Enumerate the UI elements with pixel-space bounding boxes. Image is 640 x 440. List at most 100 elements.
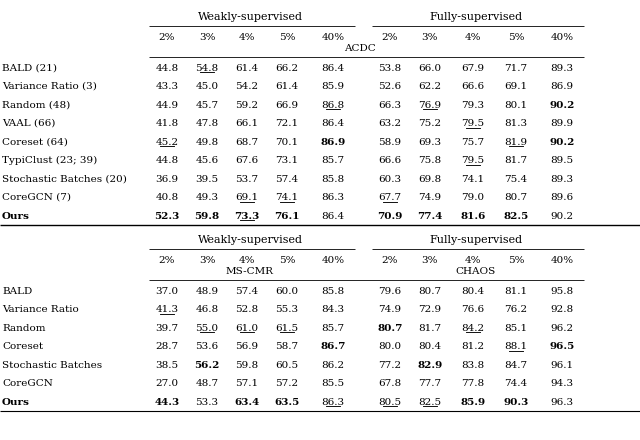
Text: 81.7: 81.7 bbox=[504, 156, 527, 165]
Text: 76.6: 76.6 bbox=[461, 305, 484, 314]
Text: 96.1: 96.1 bbox=[550, 360, 573, 370]
Text: 59.8: 59.8 bbox=[236, 360, 259, 370]
Text: 52.3: 52.3 bbox=[154, 212, 180, 220]
Text: 80.1: 80.1 bbox=[504, 100, 527, 110]
Text: 4%: 4% bbox=[239, 256, 255, 264]
Text: 59.8: 59.8 bbox=[195, 212, 220, 220]
Text: MS-CMR: MS-CMR bbox=[226, 267, 274, 275]
Text: BALD: BALD bbox=[2, 286, 32, 296]
Text: Fully-supervised: Fully-supervised bbox=[429, 235, 523, 245]
Text: 57.1: 57.1 bbox=[236, 379, 259, 388]
Text: 80.7: 80.7 bbox=[419, 286, 442, 296]
Text: Variance Ratio (3): Variance Ratio (3) bbox=[2, 82, 97, 91]
Text: 77.7: 77.7 bbox=[419, 379, 442, 388]
Text: 45.6: 45.6 bbox=[195, 156, 219, 165]
Text: 72.1: 72.1 bbox=[275, 119, 299, 128]
Text: Random: Random bbox=[2, 323, 45, 333]
Text: 80.5: 80.5 bbox=[378, 397, 401, 407]
Text: Coreset (64): Coreset (64) bbox=[2, 137, 68, 147]
Text: 4%: 4% bbox=[465, 33, 481, 41]
Text: Ours: Ours bbox=[2, 397, 30, 407]
Text: 63.5: 63.5 bbox=[275, 397, 300, 407]
Text: 66.1: 66.1 bbox=[236, 119, 259, 128]
Text: 58.7: 58.7 bbox=[275, 342, 299, 351]
Text: 71.7: 71.7 bbox=[504, 63, 527, 73]
Text: Weakly-supervised: Weakly-supervised bbox=[198, 12, 303, 22]
Text: 57.4: 57.4 bbox=[236, 286, 259, 296]
Text: 82.5: 82.5 bbox=[504, 212, 529, 220]
Text: 84.3: 84.3 bbox=[321, 305, 344, 314]
Text: 61.4: 61.4 bbox=[236, 63, 259, 73]
Text: 74.9: 74.9 bbox=[378, 305, 401, 314]
Text: 85.9: 85.9 bbox=[321, 82, 344, 91]
Text: 85.1: 85.1 bbox=[504, 323, 527, 333]
Text: 94.3: 94.3 bbox=[550, 379, 573, 388]
Text: 96.2: 96.2 bbox=[550, 323, 573, 333]
Text: 5%: 5% bbox=[508, 256, 524, 264]
Text: 48.9: 48.9 bbox=[195, 286, 219, 296]
Text: 75.7: 75.7 bbox=[461, 137, 484, 147]
Text: 2%: 2% bbox=[159, 33, 175, 41]
Text: 77.8: 77.8 bbox=[461, 379, 484, 388]
Text: 92.8: 92.8 bbox=[550, 305, 573, 314]
Text: 62.2: 62.2 bbox=[419, 82, 442, 91]
Text: 85.7: 85.7 bbox=[321, 156, 344, 165]
Text: 67.9: 67.9 bbox=[461, 63, 484, 73]
Text: 81.9: 81.9 bbox=[504, 137, 527, 147]
Text: 37.0: 37.0 bbox=[156, 286, 179, 296]
Text: BALD (21): BALD (21) bbox=[2, 63, 57, 73]
Text: 54.8: 54.8 bbox=[195, 63, 219, 73]
Text: 41.8: 41.8 bbox=[156, 119, 179, 128]
Text: 89.9: 89.9 bbox=[550, 119, 573, 128]
Text: Variance Ratio: Variance Ratio bbox=[2, 305, 79, 314]
Text: 66.3: 66.3 bbox=[378, 100, 401, 110]
Text: CoreGCN (7): CoreGCN (7) bbox=[2, 193, 71, 202]
Text: 77.2: 77.2 bbox=[378, 360, 401, 370]
Text: 2%: 2% bbox=[159, 256, 175, 264]
Text: 79.5: 79.5 bbox=[461, 119, 484, 128]
Text: 82.5: 82.5 bbox=[419, 397, 442, 407]
Text: 81.3: 81.3 bbox=[504, 119, 527, 128]
Text: 54.2: 54.2 bbox=[236, 82, 259, 91]
Text: 80.7: 80.7 bbox=[504, 193, 527, 202]
Text: 67.7: 67.7 bbox=[378, 193, 401, 202]
Text: 61.0: 61.0 bbox=[236, 323, 259, 333]
Text: 86.9: 86.9 bbox=[550, 82, 573, 91]
Text: VAAL (66): VAAL (66) bbox=[2, 119, 56, 128]
Text: 90.3: 90.3 bbox=[504, 397, 529, 407]
Text: 85.8: 85.8 bbox=[321, 286, 344, 296]
Text: 2%: 2% bbox=[381, 33, 398, 41]
Text: 58.9: 58.9 bbox=[378, 137, 401, 147]
Text: 74.9: 74.9 bbox=[419, 193, 442, 202]
Text: 79.5: 79.5 bbox=[461, 156, 484, 165]
Text: 83.8: 83.8 bbox=[461, 360, 484, 370]
Text: 3%: 3% bbox=[199, 33, 215, 41]
Text: 73.1: 73.1 bbox=[275, 156, 299, 165]
Text: 59.2: 59.2 bbox=[236, 100, 259, 110]
Text: 45.2: 45.2 bbox=[156, 137, 179, 147]
Text: 80.0: 80.0 bbox=[378, 342, 401, 351]
Text: 69.1: 69.1 bbox=[236, 193, 259, 202]
Text: 76.1: 76.1 bbox=[275, 212, 300, 220]
Text: Stochastic Batches (20): Stochastic Batches (20) bbox=[2, 175, 127, 183]
Text: 86.8: 86.8 bbox=[321, 100, 344, 110]
Text: 81.6: 81.6 bbox=[460, 212, 486, 220]
Text: 63.2: 63.2 bbox=[378, 119, 401, 128]
Text: 55.0: 55.0 bbox=[195, 323, 219, 333]
Text: 46.8: 46.8 bbox=[195, 305, 219, 314]
Text: 56.9: 56.9 bbox=[236, 342, 259, 351]
Text: 85.7: 85.7 bbox=[321, 323, 344, 333]
Text: 81.1: 81.1 bbox=[504, 286, 527, 296]
Text: 53.3: 53.3 bbox=[195, 397, 219, 407]
Text: 49.3: 49.3 bbox=[195, 193, 219, 202]
Text: 61.5: 61.5 bbox=[275, 323, 299, 333]
Text: 90.2: 90.2 bbox=[549, 100, 575, 110]
Text: 40%: 40% bbox=[550, 256, 573, 264]
Text: 66.0: 66.0 bbox=[419, 63, 442, 73]
Text: TypiClust (23; 39): TypiClust (23; 39) bbox=[2, 156, 97, 165]
Text: 88.1: 88.1 bbox=[504, 342, 527, 351]
Text: 79.6: 79.6 bbox=[378, 286, 401, 296]
Text: 41.3: 41.3 bbox=[156, 305, 179, 314]
Text: 66.9: 66.9 bbox=[275, 100, 299, 110]
Text: 53.7: 53.7 bbox=[236, 175, 259, 183]
